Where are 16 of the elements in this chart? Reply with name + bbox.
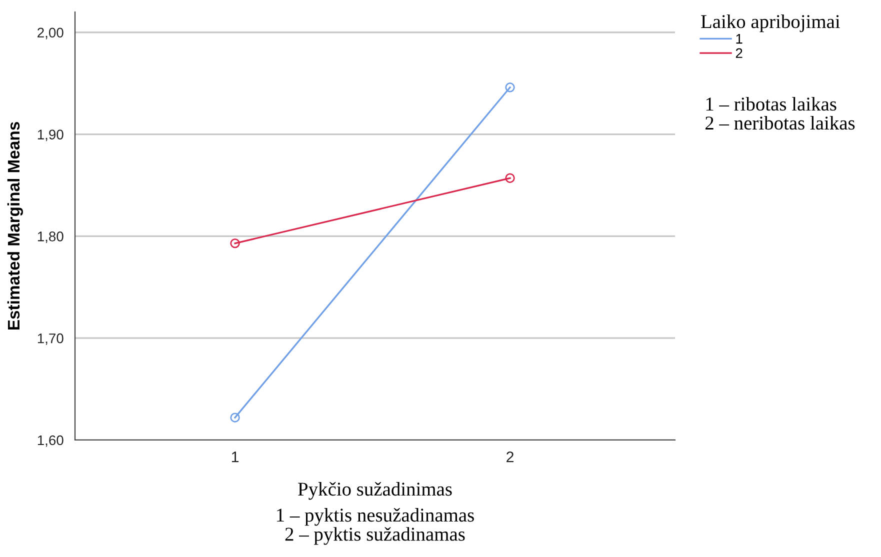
point: [505, 82, 515, 92]
legend-label: 1: [736, 34, 742, 44]
text: 1 – ribotas laikas 2 – neribotas laikas: [706, 97, 855, 130]
y-tick-label: 1,80: [38, 232, 64, 243]
y-tick-label: 1,90: [38, 130, 64, 142]
y-tick-label: 2,00: [38, 28, 64, 40]
point: [230, 412, 240, 422]
legend-label: 2: [736, 48, 742, 58]
legend-title: Laiko apribojimai: [701, 14, 840, 32]
y-tick-label: 1,70: [38, 333, 64, 345]
y-axis-title: Estimated Marginal Means: [7, 122, 23, 330]
text: 1 – pyktis nesužadinamas 2 – pyktis sužadinamas: [277, 508, 474, 545]
point: [230, 238, 240, 248]
y-tick-label: 1,60: [38, 435, 64, 447]
x-axis-title: Pykčio sužadinimas: [298, 482, 452, 500]
point: [505, 173, 515, 183]
